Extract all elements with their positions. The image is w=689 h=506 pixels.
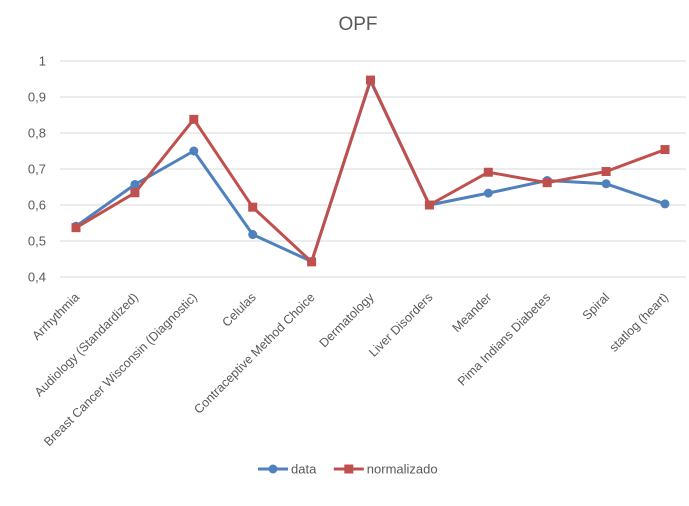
data-point-normalizado (307, 257, 317, 267)
legend-label: data (291, 462, 317, 477)
series-line-normalizado (74, 78, 667, 264)
data-point-normalizado (366, 75, 375, 85)
y-tick-label: 1 (39, 54, 46, 69)
data-point-normalizado (248, 202, 258, 212)
data-point-normalizado (189, 114, 199, 124)
data-point-data (130, 179, 140, 189)
series-lines (71, 75, 670, 267)
legend-marker (268, 464, 278, 474)
legend: data normalizado (258, 462, 438, 477)
legend-label: normalizado (367, 462, 438, 477)
y-tick-label: 0,5 (28, 234, 46, 249)
data-point-normalizado (601, 167, 611, 177)
data-point-normalizado (130, 188, 140, 198)
series-line-data (74, 79, 667, 263)
x-category-label: statlog (heart) (607, 290, 671, 354)
legend-marker (344, 464, 354, 474)
y-tick-label: 0,7 (28, 162, 46, 177)
x-category-label: Audiology (Standardized) (32, 290, 141, 399)
data-point-data (601, 179, 611, 189)
data-point-data (248, 230, 258, 240)
y-tick-label: 0,6 (28, 198, 46, 213)
x-category-label: Dermatology (317, 290, 378, 351)
x-category-label: Arrhythmia (29, 290, 82, 343)
x-category-label: Liver Disorders (366, 290, 435, 359)
chart-title: OPF (338, 14, 377, 35)
data-point-normalizado (483, 167, 493, 177)
x-category-label: Contraceptive Method Choice (191, 290, 317, 416)
data-point-normalizado (542, 178, 552, 188)
x-category-label: Spiral (580, 290, 613, 323)
data-point-data (660, 199, 670, 209)
y-tick-label: 0,8 (28, 126, 46, 141)
data-point-normalizado (424, 200, 434, 210)
data-point-data (483, 188, 493, 198)
y-tick-label: 0,4 (28, 270, 46, 285)
data-point-data (189, 146, 199, 156)
y-tick-label: 0,9 (28, 90, 46, 105)
data-point-normalizado (660, 145, 670, 155)
y-axis-ticks: 0,4 0,5 0,6 0,7 0,8 0,9 1 (28, 54, 46, 285)
x-category-label: Celulas (219, 290, 258, 329)
data-point-normalizado (71, 223, 81, 233)
x-category-label: Meander (450, 290, 495, 335)
